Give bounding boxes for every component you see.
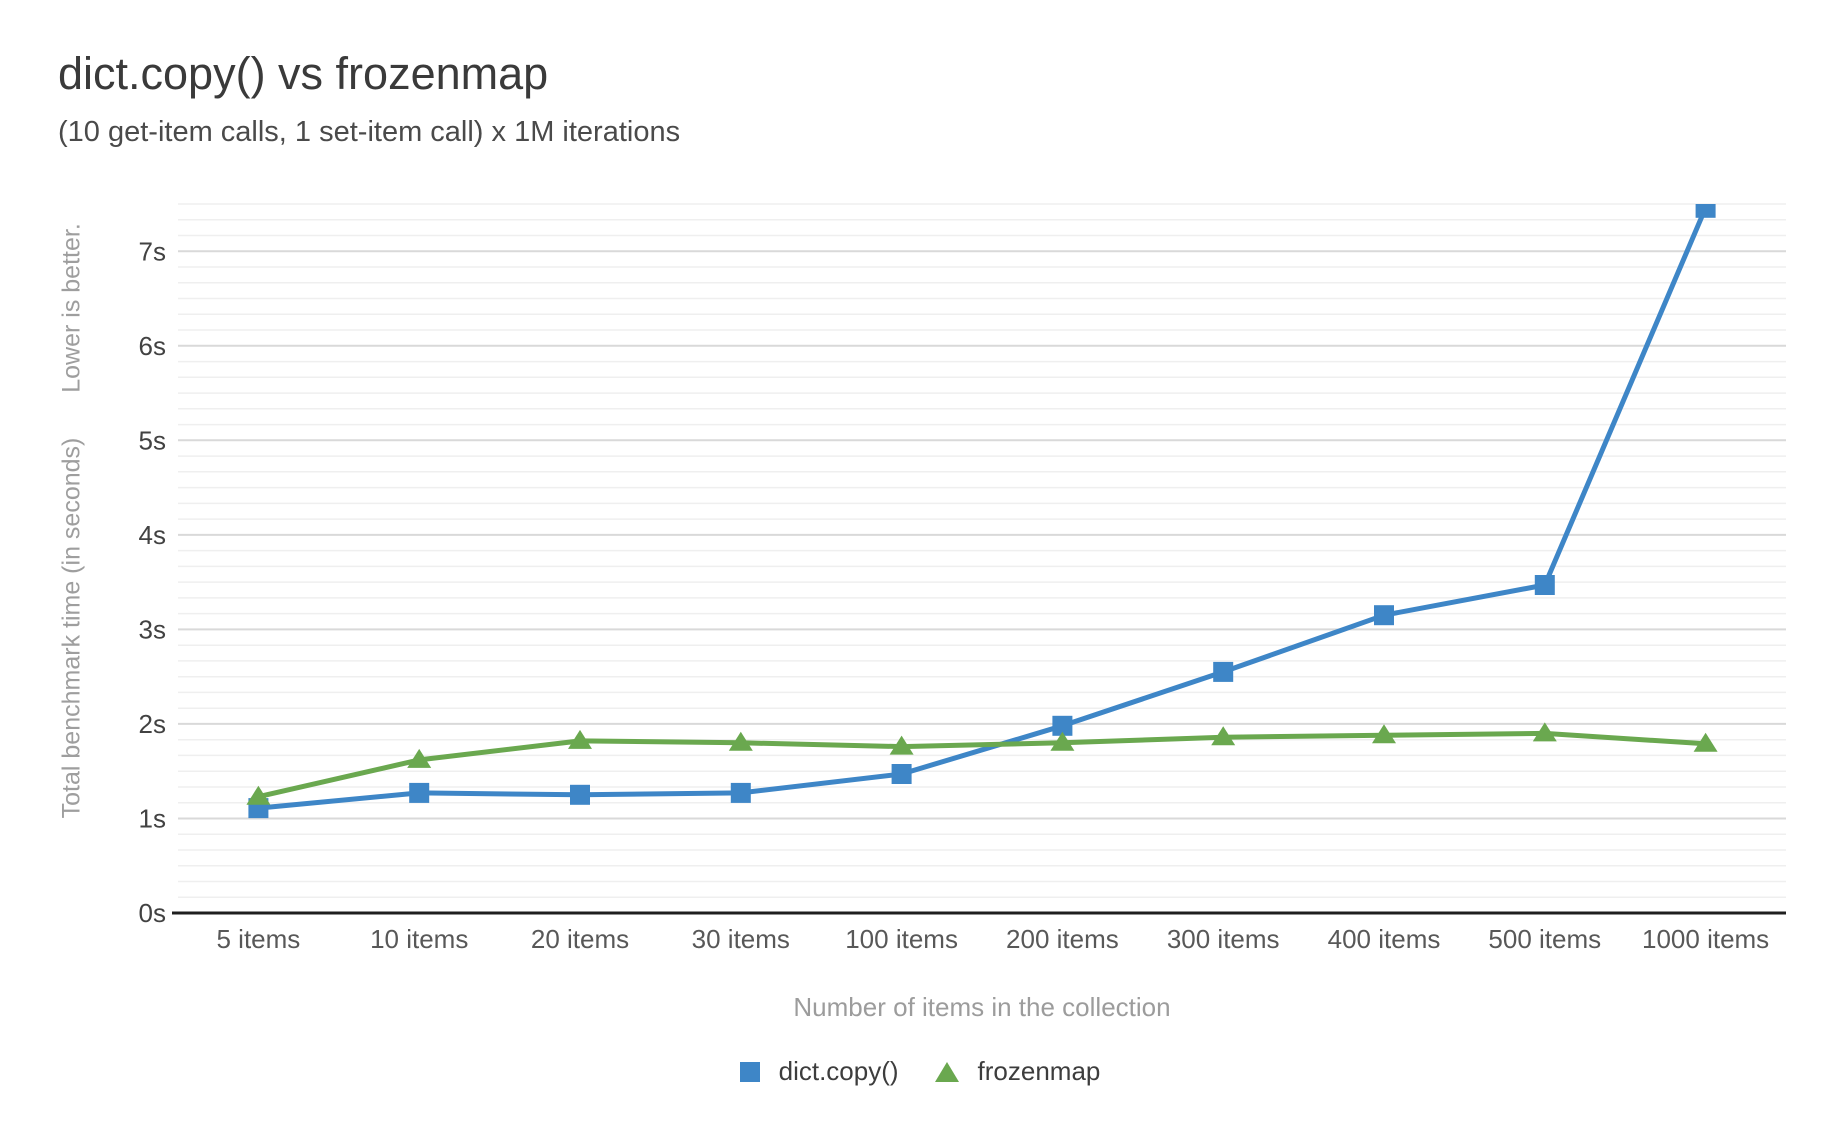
- data-point-marker: [1372, 724, 1396, 744]
- y-tick-label: 2s: [139, 709, 166, 739]
- data-point-marker: [728, 731, 753, 751]
- data-point-marker: [409, 782, 430, 803]
- series-frozenmap: [246, 722, 1718, 805]
- chart-title: dict.copy() vs frozenmap: [58, 48, 549, 99]
- data-point-marker: [891, 764, 912, 784]
- legend-triangle-marker-icon: [934, 1061, 959, 1082]
- chart-subtitle: (10 get-item calls, 1 set-item call) x 1…: [58, 116, 681, 148]
- y-tick-label: 6s: [139, 331, 166, 361]
- y-tick-label: 0s: [139, 898, 166, 928]
- data-point-marker: [568, 729, 592, 749]
- x-tick-label: 100 items: [845, 924, 958, 954]
- legend-item-frozenmap: frozenmap: [934, 1056, 1101, 1087]
- legend-square-marker-icon: [739, 1061, 760, 1082]
- x-axis-title: Number of items in the collection: [793, 992, 1171, 1022]
- data-point-marker: [1532, 722, 1557, 742]
- data-point-marker: [1052, 715, 1073, 736]
- y-tick-labels: 0s 1s 2s 3s 4s 5s 6s 7s: [139, 236, 166, 928]
- legend-label: frozenmap: [977, 1056, 1101, 1086]
- y-tick-label: 7s: [139, 236, 166, 266]
- legend-item-dict-copy: dict.copy(): [739, 1056, 899, 1087]
- data-point-marker: [1050, 731, 1075, 751]
- data-point-marker: [407, 748, 432, 768]
- x-tick-label: 300 items: [1167, 924, 1280, 954]
- x-tick-label: 500 items: [1488, 924, 1601, 954]
- x-tick-label: 1000 items: [1642, 924, 1769, 954]
- x-tick-label: 30 items: [692, 924, 790, 954]
- data-point-marker: [730, 782, 751, 803]
- major-gridlines: [178, 250, 1786, 820]
- x-tick-label: 5 items: [216, 924, 300, 954]
- data-point-marker: [1211, 726, 1236, 746]
- x-tick-labels: 5 items 10 items 20 items 30 items 100 items…: [216, 924, 1769, 954]
- data-point-marker: [1693, 732, 1718, 752]
- data-point-marker: [1534, 575, 1555, 595]
- minor-gridlines: [178, 203, 1786, 898]
- data-point-marker: [246, 785, 271, 805]
- x-tick-label: 20 items: [531, 924, 629, 954]
- legend-label: dict.copy(): [778, 1056, 899, 1086]
- x-tick-label: 10 items: [370, 924, 468, 954]
- chart-legend: dict.copy() frozenmap: [0, 1056, 1840, 1087]
- data-point-marker: [1695, 204, 1716, 218]
- y-tick-label: 5s: [139, 425, 166, 455]
- series-dict-copy: [248, 204, 1716, 819]
- y-tick-label: 3s: [139, 614, 166, 644]
- y-tick-label: 4s: [139, 520, 166, 550]
- data-point-marker: [1213, 661, 1234, 682]
- x-tick-label: 400 items: [1328, 924, 1441, 954]
- data-point-marker: [889, 735, 914, 755]
- y-tick-label: 1s: [139, 804, 166, 834]
- data-point-marker: [570, 784, 590, 805]
- data-point-marker: [1374, 605, 1394, 626]
- x-tick-label: 200 items: [1006, 924, 1119, 954]
